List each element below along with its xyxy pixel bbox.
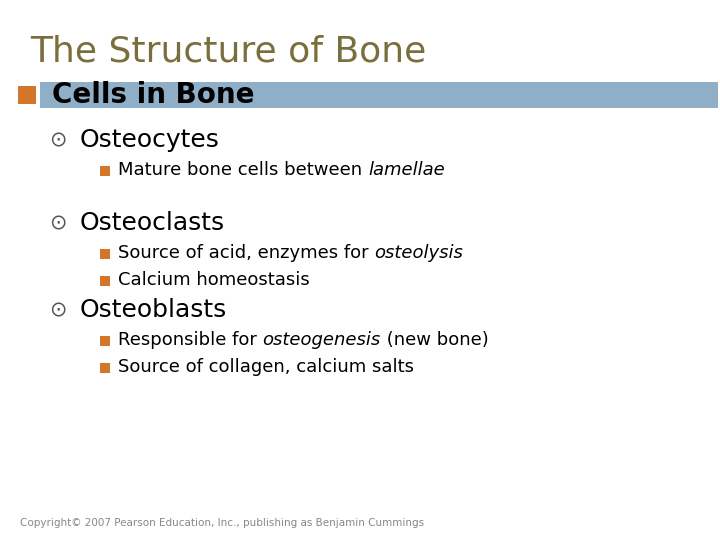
Text: lamellae: lamellae (368, 161, 445, 179)
Text: ⊙: ⊙ (49, 130, 67, 150)
Text: Osteoclasts: Osteoclasts (80, 211, 225, 235)
Text: Calcium homeostasis: Calcium homeostasis (118, 271, 310, 289)
Text: Cells in Bone: Cells in Bone (52, 81, 254, 109)
FancyBboxPatch shape (100, 336, 110, 346)
FancyBboxPatch shape (100, 363, 110, 373)
Text: Responsible for: Responsible for (118, 331, 263, 349)
Text: The Structure of Bone: The Structure of Bone (30, 35, 426, 69)
Text: osteogenesis: osteogenesis (263, 331, 381, 349)
FancyBboxPatch shape (18, 86, 36, 104)
Text: osteolysis: osteolysis (374, 244, 463, 262)
FancyBboxPatch shape (100, 249, 110, 259)
Text: (new bone): (new bone) (381, 331, 489, 349)
FancyBboxPatch shape (40, 82, 718, 108)
FancyBboxPatch shape (100, 166, 110, 176)
FancyBboxPatch shape (100, 276, 110, 286)
Text: Osteoblasts: Osteoblasts (80, 298, 228, 322)
Text: ⊙: ⊙ (49, 300, 67, 320)
Text: Mature bone cells between: Mature bone cells between (118, 161, 368, 179)
Text: Copyright© 2007 Pearson Education, Inc., publishing as Benjamin Cummings: Copyright© 2007 Pearson Education, Inc.,… (20, 518, 424, 528)
Text: Osteocytes: Osteocytes (80, 128, 220, 152)
Text: Source of acid, enzymes for: Source of acid, enzymes for (118, 244, 374, 262)
Text: Source of collagen, calcium salts: Source of collagen, calcium salts (118, 358, 414, 376)
Text: ⊙: ⊙ (49, 213, 67, 233)
